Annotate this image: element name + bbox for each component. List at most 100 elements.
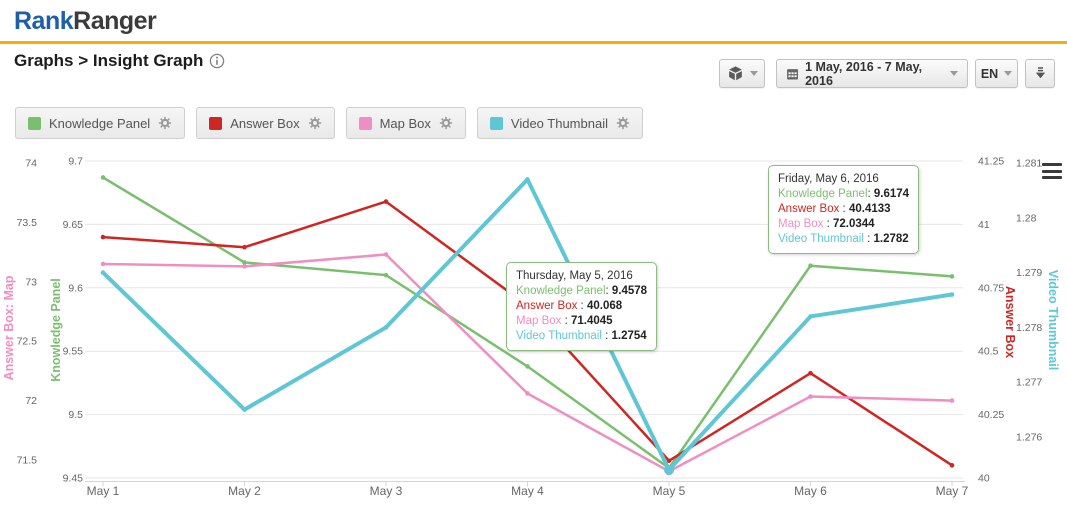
data-point-answer-box[interactable]	[666, 458, 672, 464]
x-axis-label: May 3	[370, 484, 403, 498]
y-axis-tick-label: 9.5	[68, 409, 83, 421]
y-axis-tick-label: 72.5	[17, 336, 38, 348]
breadcrumb: Graphs > Insight Graph	[14, 51, 225, 71]
x-axis-label: May 2	[228, 484, 261, 498]
legend-chip-knowledge-panel[interactable]: Knowledge Panel	[15, 107, 186, 139]
chart-tooltip-may5: Thursday, May 5, 2016 Knowledge Panel: 9.…	[506, 262, 658, 351]
tooltip-row: Video Thumbnail : 1.2754	[516, 330, 647, 342]
date-range-label: 1 May, 2016 - 7 May, 2016	[805, 59, 923, 88]
data-point-video-thumbnail[interactable]	[808, 314, 813, 319]
chart-tooltip-may6: Friday, May 6, 2016 Knowledge Panel: 9.61…	[768, 165, 920, 254]
legend-chip-video-thumbnail[interactable]: Video Thumbnail	[476, 107, 643, 139]
data-point-answer-box[interactable]	[100, 234, 106, 240]
package-menu-button[interactable]	[719, 59, 765, 88]
legend-chip-answer-box[interactable]: Answer Box	[196, 107, 335, 139]
series-swatch	[358, 116, 372, 130]
data-point-video-thumbnail[interactable]	[949, 292, 955, 297]
y-axis-tick-label: 1.281	[1016, 158, 1042, 170]
legend-chip-map-box[interactable]: Map Box	[345, 107, 466, 139]
data-point-video-thumbnail[interactable]	[242, 407, 247, 412]
y-axis-tick-label: 73.5	[17, 217, 38, 229]
x-axis-label: May 6	[794, 484, 827, 498]
data-point-answer-box[interactable]	[242, 244, 247, 250]
y-axis-tick-label: 73	[25, 276, 37, 288]
chevron-down-icon	[1004, 71, 1013, 76]
date-range-button[interactable]: 1 May, 2016 - 7 May, 2016	[776, 59, 968, 88]
x-axis-label: May 5	[653, 484, 686, 498]
data-point-video-thumbnail[interactable]	[664, 464, 674, 475]
data-point-answer-box[interactable]	[808, 370, 813, 376]
data-point-answer-box[interactable]	[383, 199, 389, 204]
legend-label: Video Thumbnail	[510, 115, 608, 131]
y-axis-tick-label: 1.277	[1016, 377, 1042, 389]
y-axis-tick-label: 9.65	[63, 219, 84, 231]
tooltip-row: Video Thumbnail : 1.2782	[778, 233, 909, 245]
data-point-knowledge-panel[interactable]	[383, 272, 389, 278]
series-swatch	[28, 116, 41, 130]
y-axis-tick-label: 1.28	[1016, 212, 1037, 224]
legend-label: Answer Box	[230, 115, 300, 131]
y-axis-tick-label: 72	[25, 395, 37, 407]
legend-label: Knowledge Panel	[49, 115, 151, 131]
tooltip-row: Answer Box : 40.4133	[778, 203, 891, 215]
data-point-map-box[interactable]	[242, 264, 247, 269]
data-point-map-box[interactable]	[808, 394, 813, 399]
y-axis-tick-label: 1.278	[1016, 322, 1042, 334]
language-label: EN	[980, 66, 999, 81]
data-point-video-thumbnail[interactable]	[100, 270, 106, 275]
y-axis-tick-label: 9.55	[63, 346, 84, 358]
legend-label: Map Box	[379, 115, 431, 131]
y-axis-tick-label: 71.5	[17, 455, 38, 467]
y-axis-tick-label: 1.279	[1016, 267, 1042, 279]
data-point-knowledge-panel[interactable]	[242, 260, 247, 265]
y-axis-title-knowledge-panel: Knowledge Panel	[49, 278, 63, 382]
tooltip-row: Knowledge Panel: 9.6174	[778, 188, 910, 200]
series-swatch	[489, 116, 503, 130]
x-axis-label: May 7	[936, 484, 969, 498]
logo-primary: Rank	[14, 7, 74, 35]
hamburger-icon	[1042, 163, 1062, 166]
language-button[interactable]: EN	[975, 59, 1018, 88]
y-axis-tick-label: 40.25	[978, 409, 1004, 421]
tooltip-title: Friday, May 6, 2016	[778, 173, 879, 185]
y-axis-tick-label: 74	[25, 158, 37, 170]
data-point-video-thumbnail[interactable]	[383, 325, 389, 330]
tooltip-row: Answer Box : 40.068	[516, 300, 623, 312]
y-axis-tick-label: 40.75	[978, 282, 1004, 294]
series-swatch	[209, 116, 223, 130]
tooltip-title: Thursday, May 5, 2016	[516, 270, 633, 282]
chart-menu-button[interactable]	[1042, 163, 1062, 179]
data-point-map-box[interactable]	[383, 252, 389, 257]
data-point-knowledge-panel[interactable]	[525, 364, 530, 369]
y-axis-tick-label: 41.25	[978, 156, 1004, 168]
data-point-answer-box[interactable]	[949, 463, 955, 468]
y-axis-tick-label: 9.45	[63, 473, 84, 485]
tooltip-row: Map Box : 72.0344	[778, 218, 875, 230]
download-button[interactable]	[1025, 59, 1055, 88]
app-header: RankRanger	[0, 0, 1067, 44]
data-point-video-thumbnail[interactable]	[525, 177, 530, 182]
app-logo[interactable]: RankRanger	[14, 7, 157, 36]
data-point-knowledge-panel[interactable]	[949, 274, 955, 279]
y-axis-title-video-thumbnail: Video Thumbnail	[1046, 270, 1060, 370]
data-point-map-box[interactable]	[525, 391, 530, 396]
x-axis-label: May 1	[87, 484, 120, 498]
y-axis-tick-label: 9.6	[68, 282, 83, 294]
y-axis-title-answer-box: Answer Box	[1003, 286, 1017, 358]
data-point-knowledge-panel[interactable]	[808, 263, 813, 269]
y-axis-tick-label: 40.5	[978, 346, 999, 358]
breadcrumb-text: Graphs > Insight Graph	[14, 51, 204, 70]
tooltip-row: Map Box : 71.4045	[516, 315, 613, 327]
y-axis-title-map-box: Answer Box: Map	[2, 275, 16, 380]
x-axis-label: May 4	[511, 484, 544, 498]
series-legend: Knowledge Panel Answer Box Map Box Video…	[15, 107, 643, 139]
data-point-map-box[interactable]	[949, 398, 955, 403]
data-point-knowledge-panel[interactable]	[100, 175, 106, 180]
y-axis-tick-label: 40	[978, 473, 990, 485]
logo-secondary: Ranger	[73, 7, 157, 35]
y-axis-tick-label: 1.276	[1016, 432, 1042, 444]
y-axis-tick-label: 9.7	[68, 156, 83, 168]
chevron-down-icon	[749, 71, 758, 76]
data-point-map-box[interactable]	[100, 261, 106, 267]
